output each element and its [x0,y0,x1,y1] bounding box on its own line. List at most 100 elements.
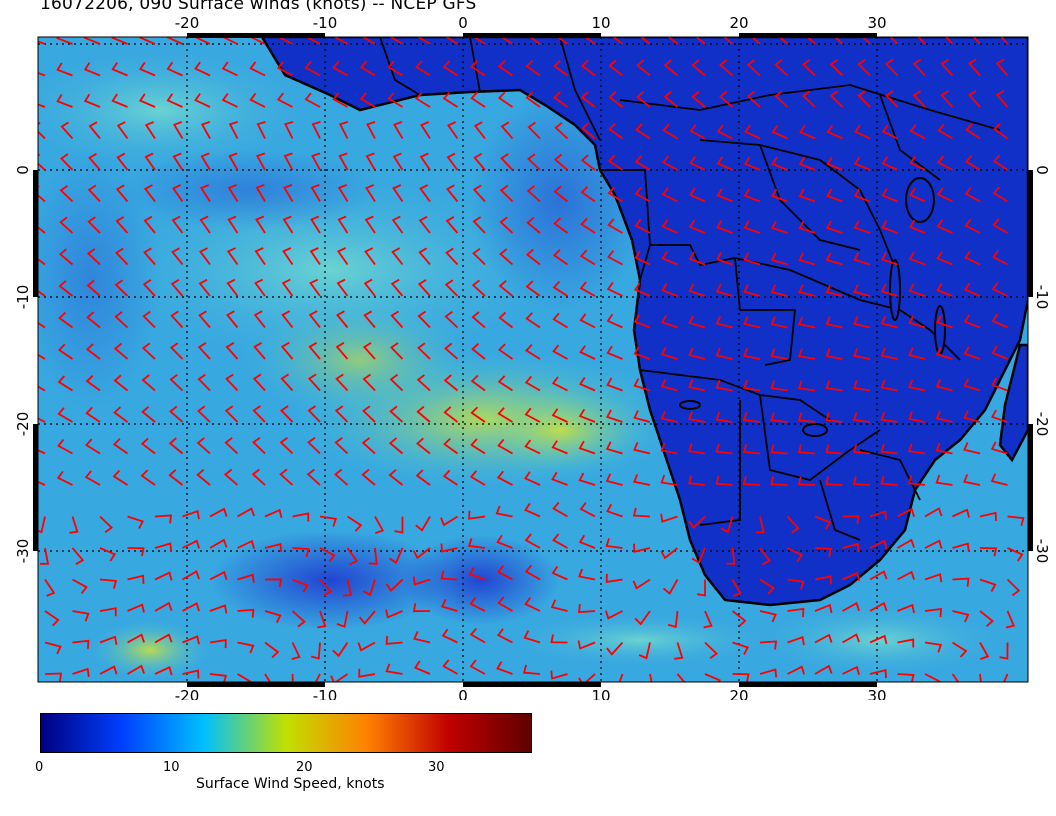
wind-barb [581,122,596,140]
wind-barb [418,215,431,234]
wind-barb [524,471,541,486]
wind-barb [553,153,569,171]
wind-barb [924,573,943,583]
wind-barb [389,405,404,423]
wind-barb [497,596,513,612]
wind-barb [281,278,294,297]
wind-barb [634,155,651,171]
wind-barb [497,91,514,108]
wind-barb [334,437,349,455]
wind-barb [606,641,624,656]
wind-barb [553,59,569,77]
wind-barb [440,515,458,527]
wind-barb [469,659,486,675]
wind-barb [814,515,832,530]
wind-barb [335,342,349,360]
wind-barb [633,346,651,360]
wind-barb [636,59,651,77]
wind-barb [662,123,678,140]
wind-barb [881,124,898,140]
wind-barb [291,610,306,628]
wind-barb [199,184,211,202]
wind-barb [362,405,376,423]
wind-barb [639,37,651,45]
wind-barb [338,152,349,171]
wind-barb [336,278,349,297]
wind-barb [814,603,833,614]
wind-barb [759,547,771,566]
wind-barb [715,379,733,392]
wind-barb [524,533,541,549]
wind-barb [127,664,145,675]
wind-barb [444,310,459,329]
wind-barb [170,310,184,329]
wind-barb [952,542,970,552]
wind-barb [854,124,871,140]
wind-barb [842,515,860,525]
wind-barb [880,443,898,455]
wind-barb [935,474,953,486]
wind-barb [633,543,651,553]
wind-barb [579,313,596,329]
wind-barb [364,215,376,234]
wind-barb [420,121,431,139]
wind-barb [143,247,156,266]
wind-barb [113,342,129,360]
wind-barb [333,37,348,45]
wind-barb [550,634,568,644]
wind-barb [199,215,211,234]
wind-barb [924,607,942,618]
colorbar [40,713,532,753]
wind-barb [771,188,788,203]
wind-barb [723,37,734,45]
wind-barb [38,153,46,171]
wind-barb [182,602,200,612]
wind-barb [388,547,404,564]
wind-barb [802,90,816,108]
wind-barb [716,156,733,171]
wind-barb [731,579,742,597]
wind-barb [413,660,431,675]
wind-barb [732,673,750,682]
wind-barb [826,124,843,140]
wind-barb [526,185,541,203]
wind-barb [264,610,282,624]
wind-barb [99,578,118,589]
wind-barb [469,596,486,612]
wind-barb [869,570,888,581]
wind-barb [500,121,514,140]
wind-barb [718,59,734,77]
wind-barb [579,502,596,518]
wind-barb [99,635,118,645]
wind-barb [116,121,129,140]
wind-barb [385,578,404,592]
wind-barb [86,311,101,329]
wind-barb [364,247,376,266]
wind-barb [578,568,596,581]
wind-barb [880,315,898,329]
lon-tick: 0 [458,14,468,32]
wind-barb [526,248,541,266]
map-title: 16072206, 090 Surface winds (knots) -- N… [40,0,477,14]
wind-barb [419,184,431,203]
wind-barb [897,673,915,682]
wind-barb [770,380,788,392]
wind-barb [254,247,266,266]
wind-barb [660,547,679,560]
wind-barb [716,251,733,266]
wind-barb [256,121,266,139]
wind-barb [528,37,541,45]
wind-barb [199,247,211,266]
wind-barb [446,152,459,171]
wind-barb [38,217,46,234]
wind-barb [660,442,678,455]
wind-barb [361,468,376,486]
wind-barb [264,578,283,588]
wind-barb [224,405,239,423]
wind-barb [861,37,871,45]
wind-barb [38,121,46,140]
wind-barb [1005,610,1016,629]
lon-tick-labels-bottom: -20 -10 0 10 20 30 [175,687,887,700]
wind-barb [209,538,228,549]
wind-barb [197,373,211,392]
